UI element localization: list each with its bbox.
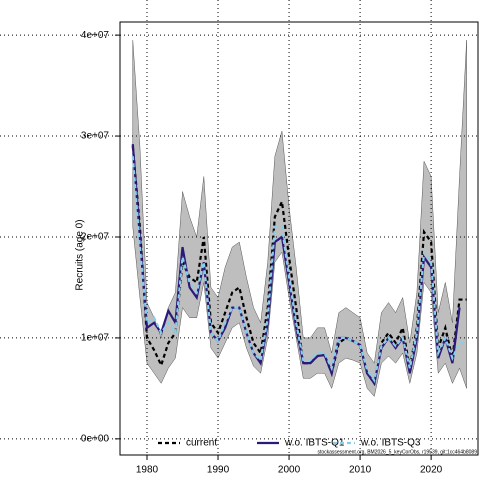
y-tick-label: 2e+07 [81, 232, 110, 243]
footnote: stockassessment.org, BM2026_5_keyCorObs,… [317, 449, 477, 455]
legend-label: w.o. IBTS-Q1 [284, 438, 345, 449]
x-tick-label: 1990 [207, 465, 230, 476]
legend-label: w.o. IBTS-Q3 [360, 438, 421, 449]
x-tick-label: 2000 [278, 465, 301, 476]
series-line [131, 156, 467, 384]
x-tick-label: 2010 [349, 465, 372, 476]
y-tick-label: 3e+07 [81, 131, 110, 142]
x-tick-label: 1980 [136, 465, 159, 476]
y-tick-label: 0e+00 [81, 433, 110, 444]
y-axis-label: Recruits (age 0) [75, 219, 86, 290]
y-tick-label: 4e+07 [81, 30, 110, 41]
plot-frame [119, 21, 479, 456]
legend-label: current [186, 438, 217, 449]
confidence-band [132, 40, 467, 397]
x-tick-label: 2020 [420, 465, 443, 476]
y-tick-label: 1e+07 [81, 333, 110, 344]
